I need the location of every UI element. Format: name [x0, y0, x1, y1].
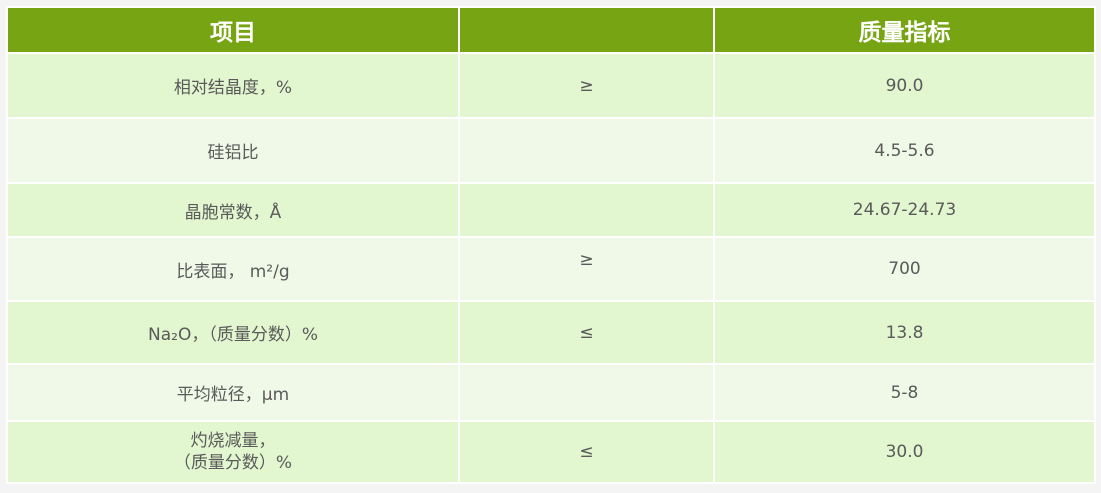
item-cell: 晶胞常数，Å: [6, 182, 460, 238]
quality-spec-table: 项目 质量指标 相对结晶度，% ≥ 90.0 硅铝比 4.5-5.6 晶胞常数，…: [6, 6, 1096, 484]
header-symbol: [458, 6, 715, 54]
symbol-cell: [458, 117, 715, 184]
value-cell: 13.8: [713, 300, 1096, 365]
header-item: 项目: [6, 6, 460, 54]
symbol-cell: ≤: [458, 420, 715, 484]
item-cell: 硅铝比: [6, 117, 460, 184]
value-cell: 700: [713, 236, 1096, 302]
table-row: Na₂O，（质量分数）% ≤ 13.8: [6, 300, 1096, 365]
symbol-cell: [458, 182, 715, 238]
table-row: 晶胞常数，Å 24.67-24.73: [6, 182, 1096, 238]
item-cell: 相对结晶度，%: [6, 52, 460, 119]
value-cell: 5-8: [713, 363, 1096, 422]
symbol-cell: ≥: [458, 52, 715, 119]
item-cell: 灼烧减量， （质量分数）%: [6, 420, 460, 484]
header-row: 项目 质量指标: [6, 6, 1096, 54]
header-quality-index: 质量指标: [713, 6, 1096, 54]
value-cell: 90.0: [713, 52, 1096, 119]
item-cell: Na₂O，（质量分数）%: [6, 300, 460, 365]
symbol-cell: [458, 363, 715, 422]
value-cell: 30.0: [713, 420, 1096, 484]
item-cell: 比表面， m²/g: [6, 236, 460, 302]
symbol-cell: ≥: [458, 236, 715, 302]
value-cell: 24.67-24.73: [713, 182, 1096, 238]
table-row: 平均粒径，μm 5-8: [6, 363, 1096, 422]
table-row: 硅铝比 4.5-5.6: [6, 117, 1096, 184]
value-cell: 4.5-5.6: [713, 117, 1096, 184]
table-row: 相对结晶度，% ≥ 90.0: [6, 52, 1096, 119]
symbol-cell: ≤: [458, 300, 715, 365]
item-cell: 平均粒径，μm: [6, 363, 460, 422]
table-row: 灼烧减量， （质量分数）% ≤ 30.0: [6, 420, 1096, 484]
table-row: 比表面， m²/g ≥ 700: [6, 236, 1096, 302]
